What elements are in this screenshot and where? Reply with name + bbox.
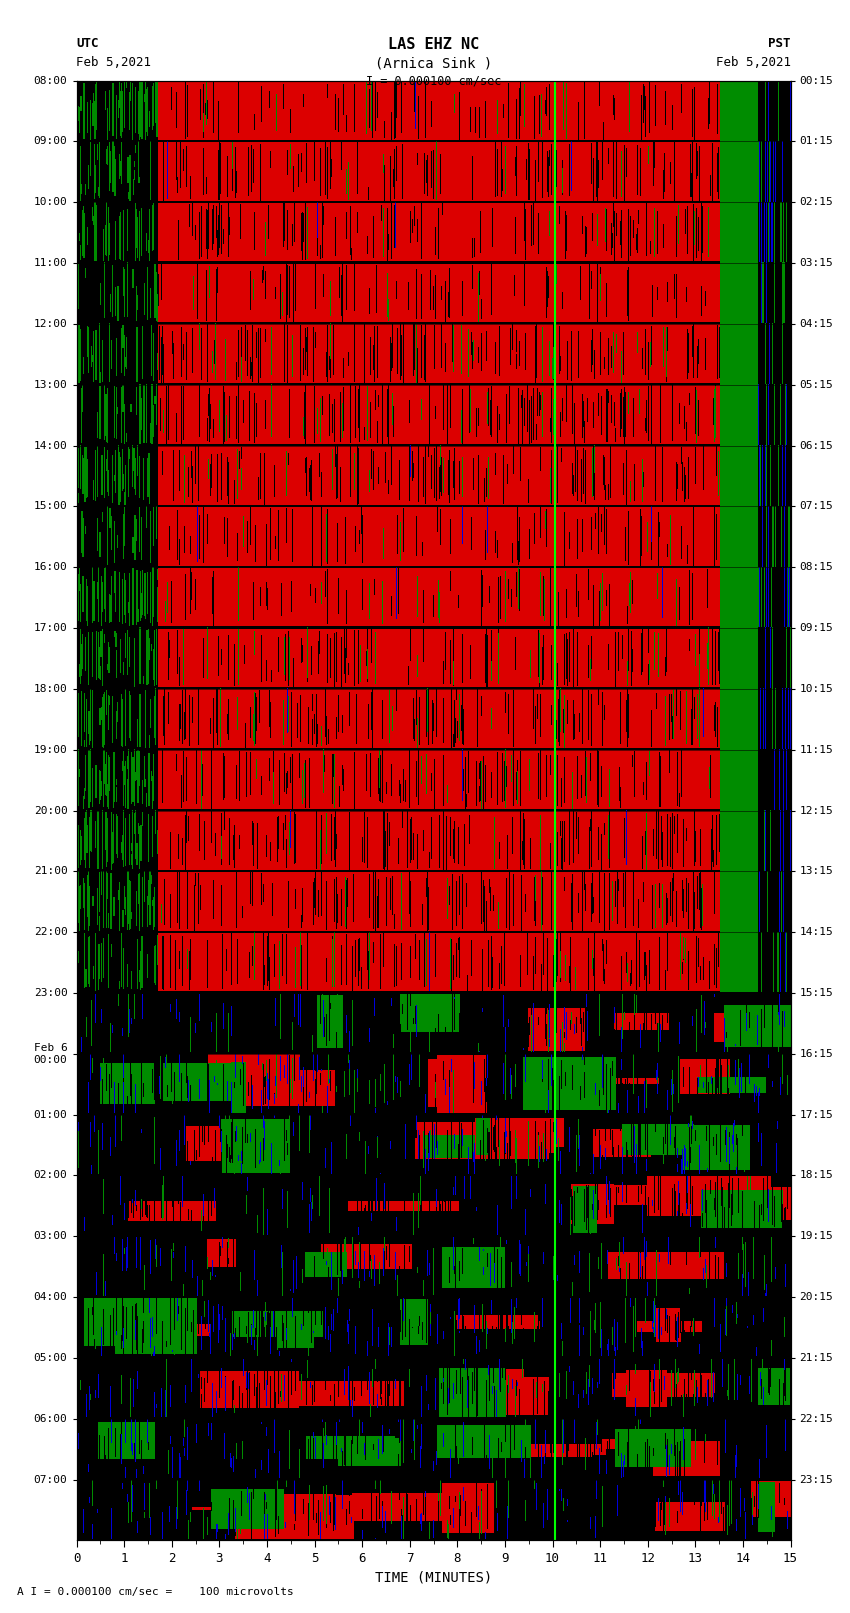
Text: PST: PST — [768, 37, 790, 50]
Text: A I = 0.000100 cm/sec =    100 microvolts: A I = 0.000100 cm/sec = 100 microvolts — [17, 1587, 294, 1597]
Text: (Arnica Sink ): (Arnica Sink ) — [375, 56, 492, 71]
Text: LAS EHZ NC: LAS EHZ NC — [388, 37, 479, 52]
Text: Feb 5,2021: Feb 5,2021 — [716, 56, 790, 69]
Text: I = 0.000100 cm/sec: I = 0.000100 cm/sec — [366, 74, 502, 87]
X-axis label: TIME (MINUTES): TIME (MINUTES) — [375, 1571, 492, 1586]
Text: Feb 5,2021: Feb 5,2021 — [76, 56, 151, 69]
Text: UTC: UTC — [76, 37, 99, 50]
